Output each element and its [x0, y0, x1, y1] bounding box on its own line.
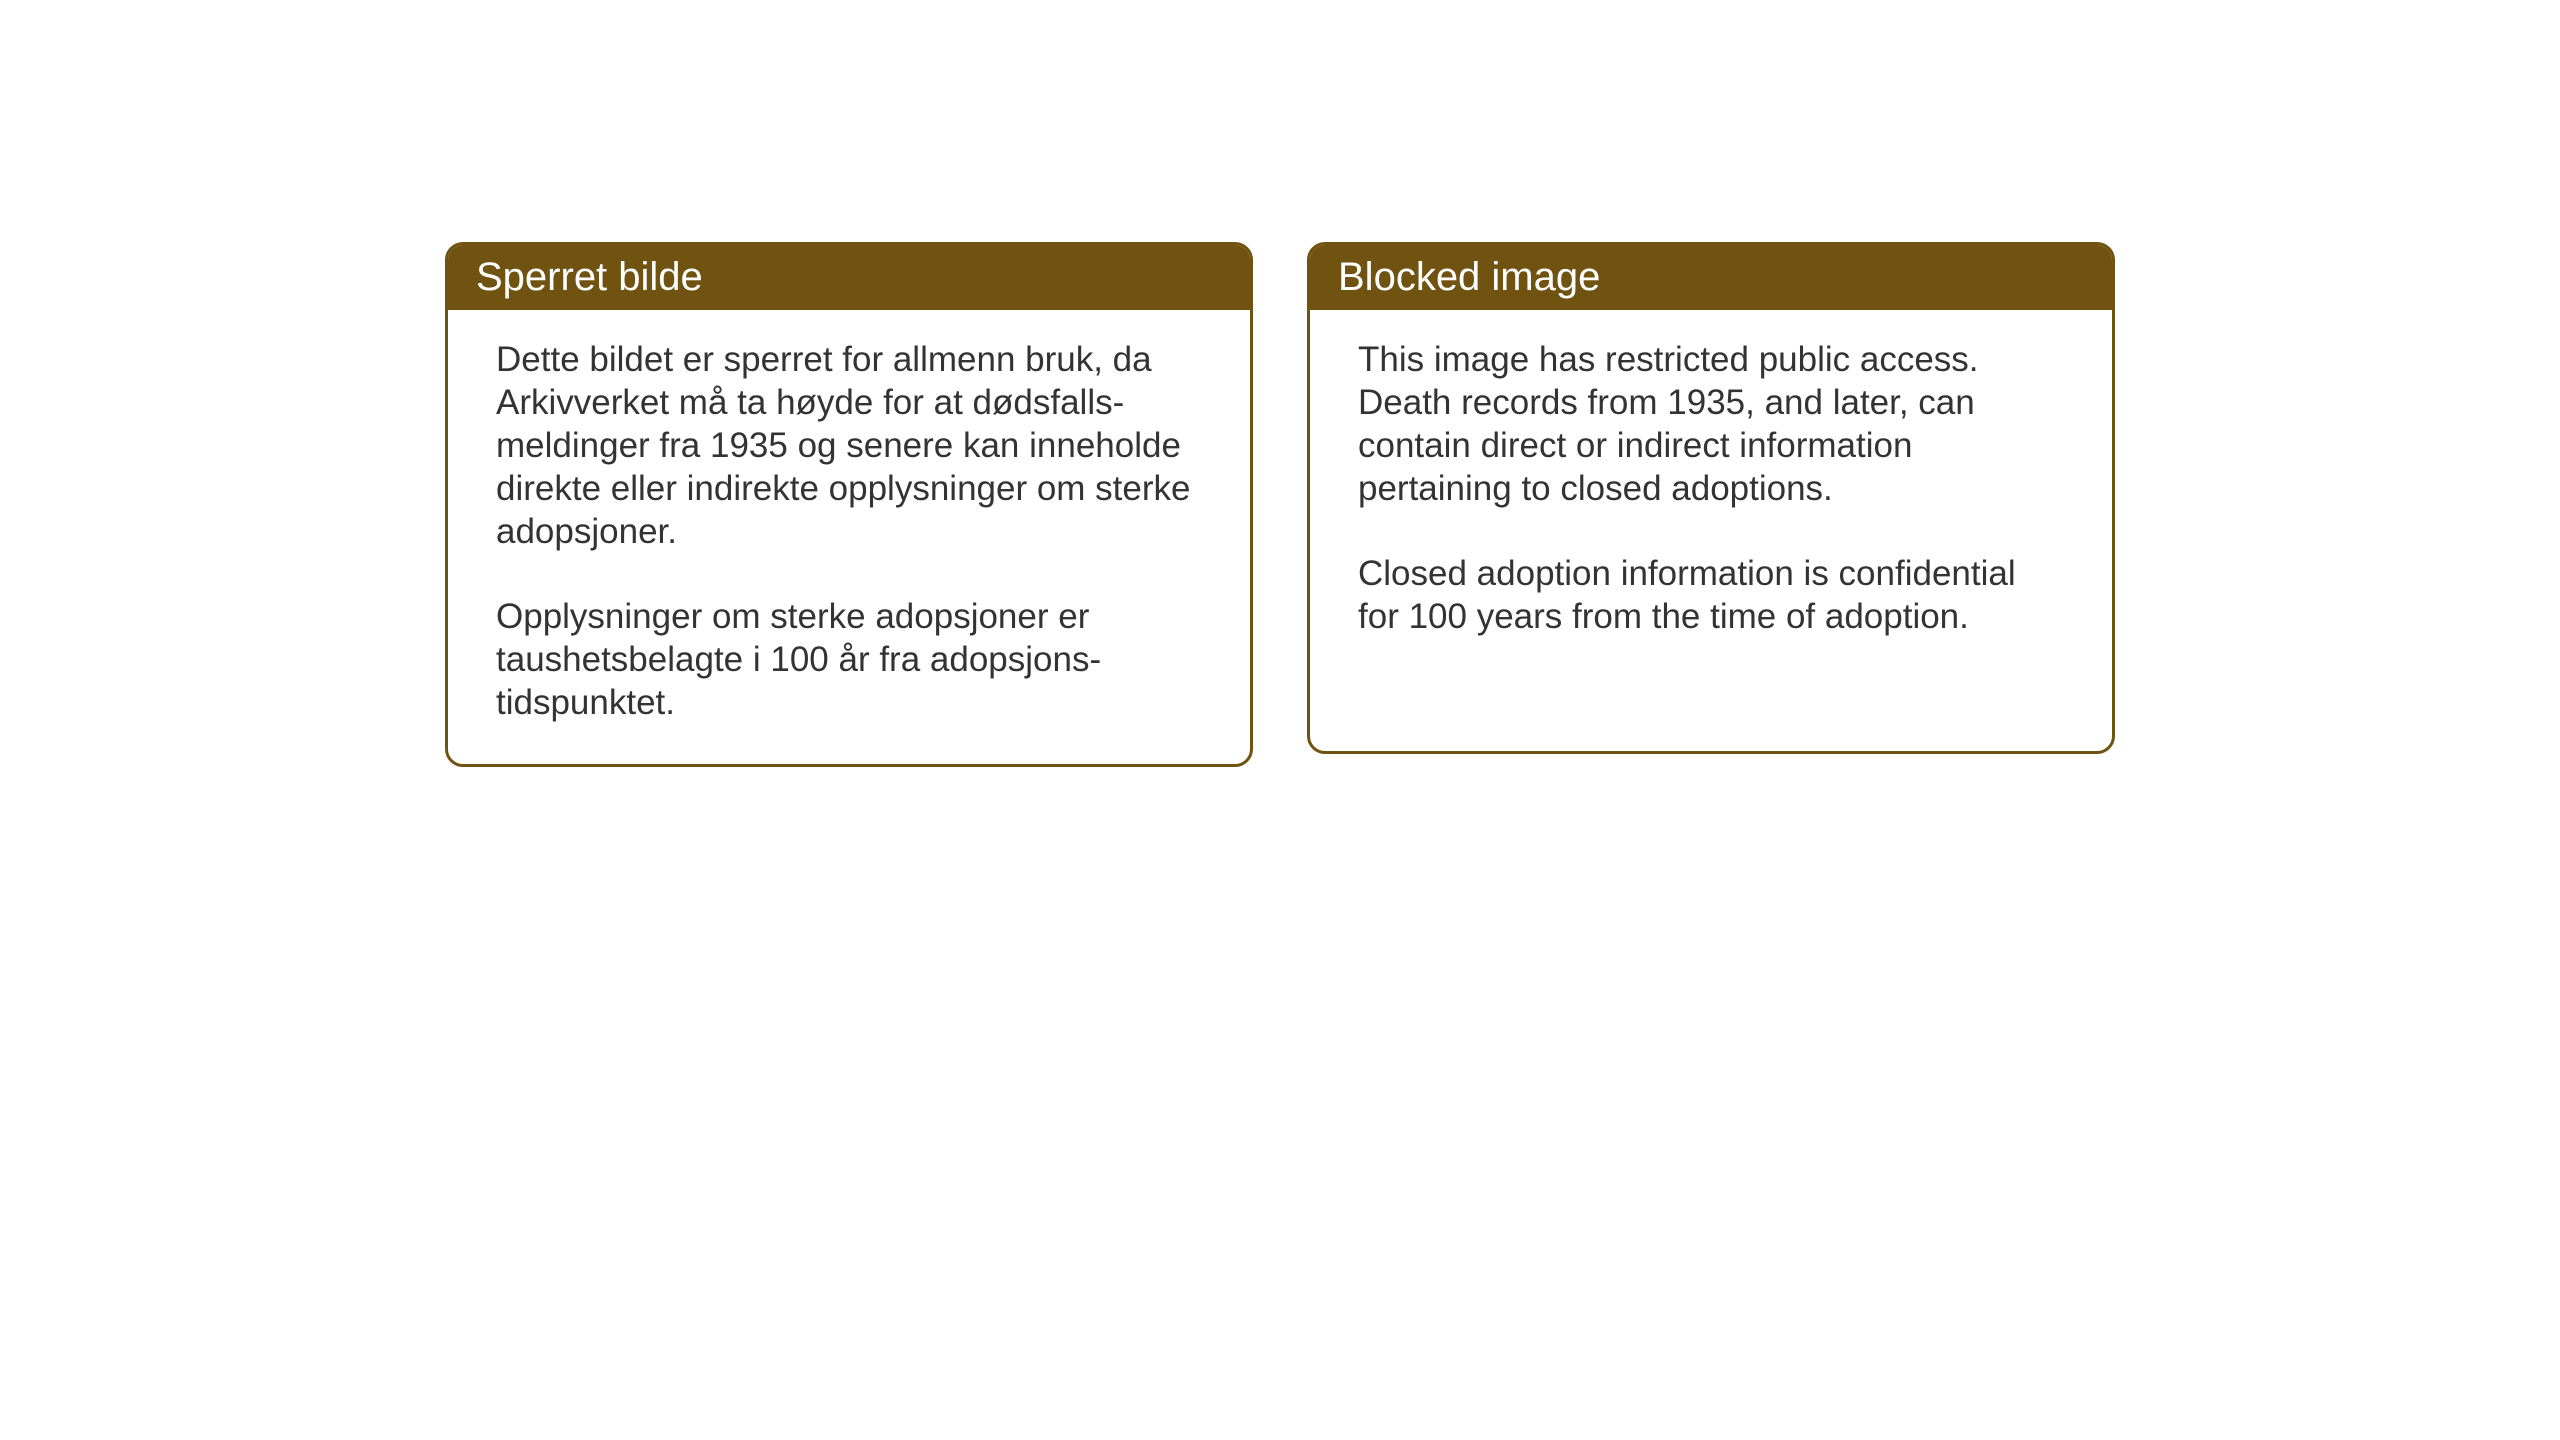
english-notice-card: Blocked image This image has restricted … — [1307, 242, 2115, 754]
english-paragraph-1: This image has restricted public access.… — [1358, 338, 2064, 510]
norwegian-card-header: Sperret bilde — [448, 245, 1250, 310]
norwegian-paragraph-1: Dette bildet er sperret for allmenn bruk… — [496, 338, 1202, 553]
english-paragraph-2: Closed adoption information is confident… — [1358, 552, 2064, 638]
norwegian-paragraph-2: Opplysninger om sterke adopsjoner er tau… — [496, 595, 1202, 724]
english-card-body: This image has restricted public access.… — [1310, 310, 2112, 678]
english-card-title: Blocked image — [1338, 255, 1600, 299]
english-card-header: Blocked image — [1310, 245, 2112, 310]
notice-cards-container: Sperret bilde Dette bildet er sperret fo… — [445, 242, 2115, 767]
norwegian-card-title: Sperret bilde — [476, 255, 703, 299]
norwegian-card-body: Dette bildet er sperret for allmenn bruk… — [448, 310, 1250, 764]
norwegian-notice-card: Sperret bilde Dette bildet er sperret fo… — [445, 242, 1253, 767]
